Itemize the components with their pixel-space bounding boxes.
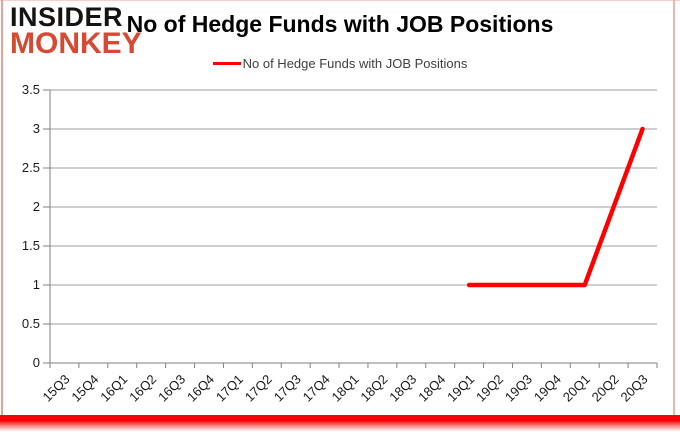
svg-text:17Q4: 17Q4 <box>300 372 333 405</box>
svg-text:1: 1 <box>33 277 40 292</box>
svg-text:19Q4: 19Q4 <box>531 372 564 405</box>
svg-text:2: 2 <box>33 199 40 214</box>
svg-text:3: 3 <box>33 121 40 136</box>
svg-text:2.5: 2.5 <box>22 160 40 175</box>
svg-text:18Q3: 18Q3 <box>386 372 419 405</box>
frame-right-border <box>673 0 675 419</box>
chart-title: No of Hedge Funds with JOB Positions <box>126 11 554 37</box>
svg-text:20Q1: 20Q1 <box>560 372 593 405</box>
svg-text:20Q3: 20Q3 <box>618 372 651 405</box>
svg-text:19Q3: 19Q3 <box>502 372 535 405</box>
insider-monkey-logo: INSIDER MONKEY <box>10 2 142 60</box>
svg-text:16Q2: 16Q2 <box>126 372 159 405</box>
svg-text:0: 0 <box>33 355 40 370</box>
svg-text:20Q2: 20Q2 <box>589 372 622 405</box>
svg-text:18Q2: 18Q2 <box>357 372 390 405</box>
svg-text:17Q2: 17Q2 <box>242 372 275 405</box>
legend-label: No of Hedge Funds with JOB Positions <box>242 56 468 71</box>
svg-text:17Q1: 17Q1 <box>213 372 246 405</box>
legend: No of Hedge Funds with JOB Positions <box>0 56 680 71</box>
logo-line-monkey: MONKEY <box>10 26 142 60</box>
frame-top-border <box>0 0 680 1</box>
svg-text:19Q2: 19Q2 <box>473 372 506 405</box>
svg-text:15Q3: 15Q3 <box>39 372 72 405</box>
svg-text:19Q1: 19Q1 <box>444 372 477 405</box>
svg-text:18Q4: 18Q4 <box>415 372 448 405</box>
frame-bottom-border <box>0 415 680 433</box>
svg-text:1.5: 1.5 <box>22 238 40 253</box>
frame-left-border <box>1 0 3 419</box>
svg-text:15Q4: 15Q4 <box>68 372 101 405</box>
logo-line-insider: INSIDER <box>10 2 124 32</box>
svg-text:18Q1: 18Q1 <box>329 372 362 405</box>
svg-text:16Q1: 16Q1 <box>97 372 130 405</box>
svg-text:3.5: 3.5 <box>22 82 40 97</box>
svg-text:16Q3: 16Q3 <box>155 372 188 405</box>
svg-text:17Q3: 17Q3 <box>271 372 304 405</box>
legend-line-swatch <box>212 62 241 65</box>
svg-text:16Q4: 16Q4 <box>184 372 217 405</box>
svg-text:0.5: 0.5 <box>22 316 40 331</box>
